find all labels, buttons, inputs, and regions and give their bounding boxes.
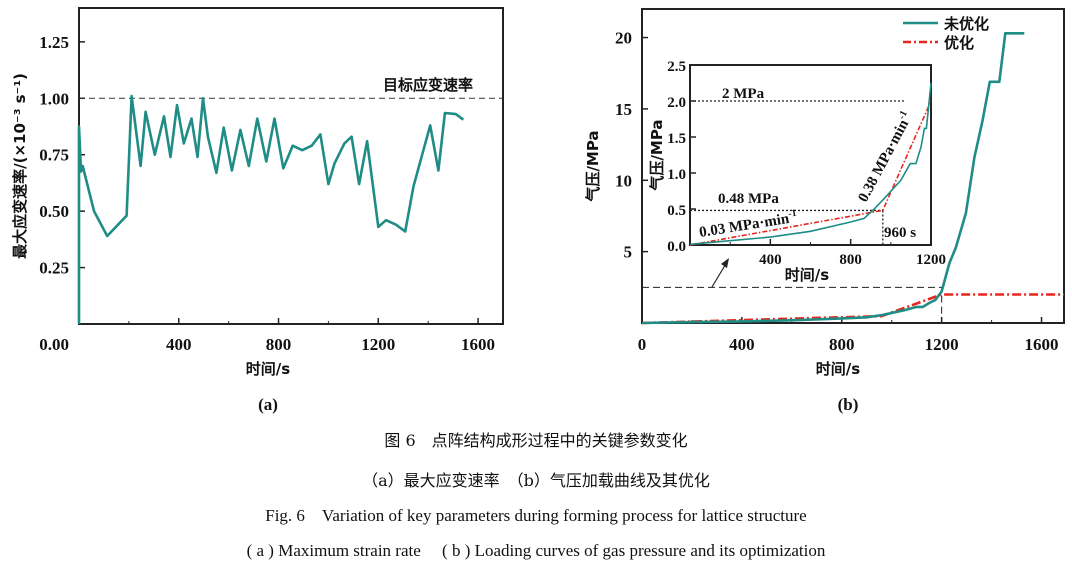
chart-b-inset: 400 800 1200 0.0 0.5 1.0 1.5 2.0 2.5 (667, 59, 946, 268)
b-x-tick-label: 0 (638, 335, 647, 354)
series-line-strain-rate (77, 94, 465, 324)
a-y-tick-label: 1.25 (39, 33, 69, 52)
b-x-tick-label: 1200 (925, 335, 959, 354)
legend-label-unoptimized: 未优化 (943, 15, 989, 33)
a-y-tick-label: 0.50 (39, 202, 69, 221)
inset-x-tick-label: 800 (839, 252, 862, 268)
series-line-optimized (641, 293, 1064, 325)
legend: 未优化 优化 (903, 15, 989, 52)
y-axis-title-b: 气压/MPa (584, 130, 602, 202)
inset-series-unoptimized (689, 82, 932, 246)
b-x-tick-label: 400 (729, 335, 755, 354)
a-y-tick-label: 0.75 (39, 146, 69, 165)
inset-y-tick-label: 0.0 (667, 239, 686, 255)
x-axis-title-a: 时间/s (246, 360, 290, 378)
b-y-tick-label: 5 (624, 243, 633, 262)
b-y-tick-label: 20 (615, 29, 632, 48)
panel-label-b: (b) (838, 395, 859, 414)
a-x-tick-label: 400 (166, 335, 192, 354)
inset-series-optimized (689, 100, 932, 246)
y-axis-title-a: 最大应变速率/(×10⁻³ s⁻¹) (11, 73, 29, 259)
annotation-960s: 960 s (884, 225, 916, 241)
a-y-tick-label: 1.00 (39, 89, 69, 108)
b-y-tick-label: 10 (615, 171, 632, 190)
series-line-unoptimized (641, 31, 1025, 325)
b-plot-frame (641, 8, 1065, 324)
inset-y-tick-label: 2.5 (667, 59, 686, 75)
annotation-2mpa: 2 MPa (722, 86, 765, 102)
legend-label-optimized: 优化 (944, 34, 974, 52)
b-x-tick-label: 800 (829, 335, 855, 354)
a-y-tick-label: 0.25 (39, 259, 69, 278)
x-axis-title-b: 时间/s (816, 360, 860, 378)
a-x-tick-label: 800 (266, 335, 292, 354)
panel-label-a: (a) (258, 395, 278, 414)
caption-cn-sub: （a）最大应变速率 （b）气压加载曲线及其优化 (362, 471, 710, 490)
inset-y-tick-label: 2.0 (667, 95, 686, 111)
inset-y-tick-label: 1.5 (667, 131, 686, 147)
b-y-tick-label: 15 (615, 100, 632, 119)
caption-cn-title: 图 6 点阵结构成形过程中的关键参数变化 (384, 431, 687, 450)
inset-x-tick-label: 1200 (916, 252, 946, 268)
a-x-tick-label: 1600 (461, 335, 495, 354)
inset-background (690, 65, 931, 245)
inset-y-tick-label: 1.0 (667, 167, 686, 183)
inset-x-tick-label: 400 (759, 252, 782, 268)
caption-en-title: Fig. 6 Variation of key parameters durin… (265, 506, 806, 525)
reference-label: 目标应变速率 (383, 76, 473, 94)
chart-b: 0 400 800 1200 1600 5 10 15 20 (615, 8, 1065, 354)
inset-y-axis-title: 气压/MPa (648, 119, 666, 191)
caption-en-sub: ( a ) Maximum strain rate ( b ) Loading … (247, 541, 826, 560)
a-y-tick-label: 0.00 (39, 335, 69, 354)
a-x-tick-label: 1200 (361, 335, 395, 354)
inset-x-axis-title: 时间/s (785, 266, 829, 284)
annotation-048mpa: 0.48 MPa (718, 191, 779, 207)
inset-y-tick-label: 0.5 (667, 203, 686, 219)
chart-a: 400 800 1200 1600 0.25 0.50 0.75 1.00 1.25 0.00 (39, 7, 504, 354)
b-x-tick-label: 1600 (1025, 335, 1059, 354)
arrow-head-icon (721, 258, 729, 268)
